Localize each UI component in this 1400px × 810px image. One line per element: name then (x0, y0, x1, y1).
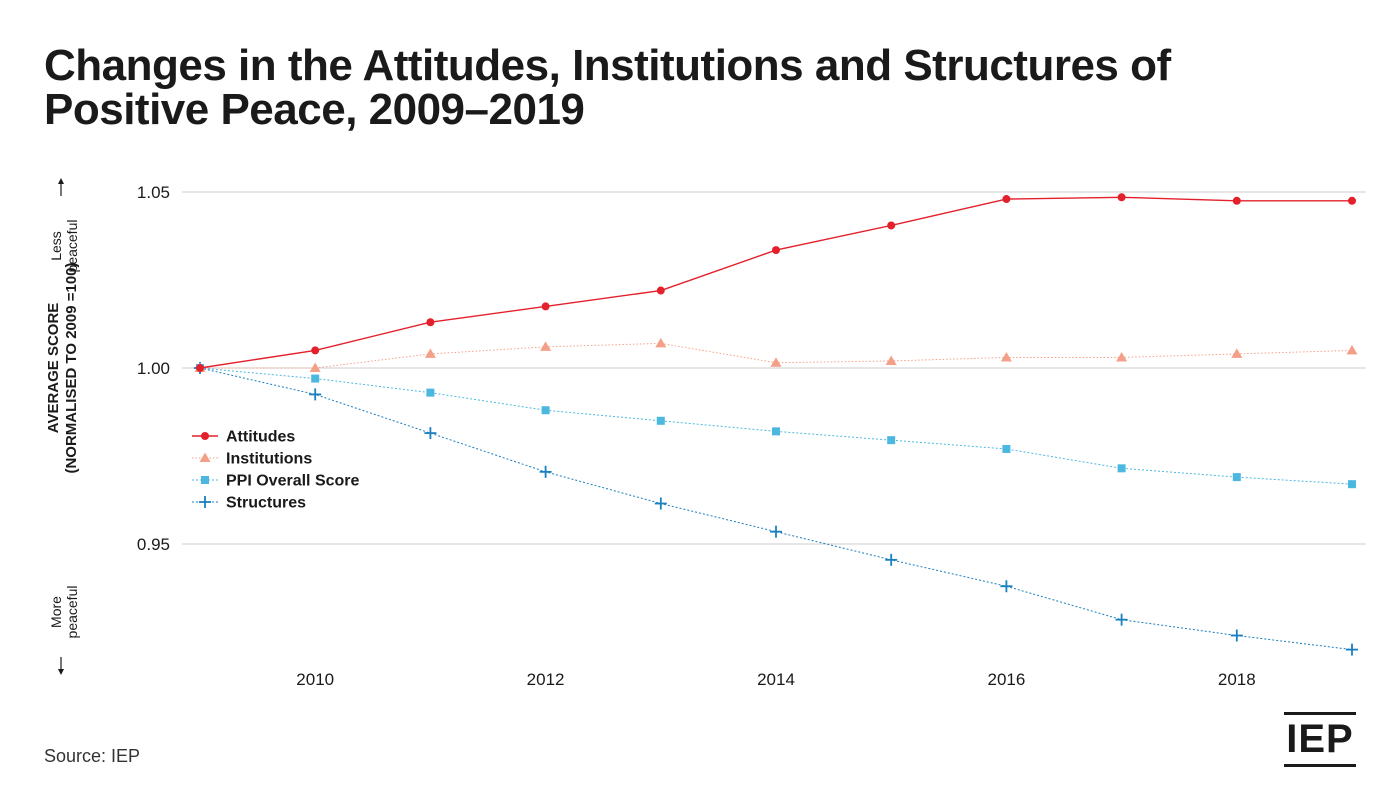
data-point-attitudes (311, 346, 320, 355)
data-point-attitudes (656, 286, 665, 295)
data-point-structures (770, 525, 782, 538)
source-note: Source: IEP (44, 746, 141, 766)
data-point-institutions (770, 357, 782, 367)
up-arrowhead-icon (58, 178, 64, 184)
data-point-institutions (1231, 348, 1243, 358)
data-point-institutions (424, 348, 436, 358)
logo-text: IEP (1286, 717, 1354, 761)
x-tick-label: 2016 (987, 670, 1025, 689)
data-point-structures (885, 553, 898, 566)
data-point-institutions (309, 362, 321, 372)
data-point-ppi-overall-score (772, 427, 780, 436)
data-point-institutions (885, 355, 897, 365)
series-ppi-overall-score (196, 364, 1356, 489)
data-point-ppi-overall-score (656, 416, 665, 425)
data-point-institutions (1116, 351, 1128, 362)
iep-logo: IEP (1284, 712, 1356, 768)
x-tick-label: 2010 (296, 670, 334, 689)
legend-item-structures: Structures (192, 495, 306, 512)
y-axis-label-line-1: AVERAGE SCORE (45, 303, 62, 434)
data-point-institutions (1346, 344, 1358, 355)
logo-bottom-rule (1284, 764, 1356, 767)
data-point-ppi-overall-score (1232, 473, 1241, 482)
series-attitudes (196, 193, 1356, 372)
series-lines (194, 193, 1358, 656)
less-peaceful-word-1: Less (48, 231, 64, 261)
legend-marker-attitudes (201, 432, 209, 440)
data-point-ppi-overall-score (541, 406, 550, 415)
x-tick-label: 2012 (527, 670, 565, 689)
series-line-structures (199, 367, 1353, 651)
data-point-ppi-overall-score (1348, 480, 1356, 489)
data-point-institutions (1000, 351, 1012, 362)
data-point-structures (1346, 643, 1358, 656)
legend-item-institutions: Institutions (192, 451, 312, 468)
series-structures (194, 362, 1358, 656)
y-tick-label: 1.05 (137, 183, 170, 202)
down-arrowhead-icon (58, 669, 64, 675)
series-institutions (194, 337, 1358, 372)
y-tick-label: 1.00 (137, 359, 170, 378)
less-peaceful-word-2: peaceful (64, 220, 80, 273)
legend-label-ppi-overall-score: PPI Overall Score (226, 473, 360, 490)
data-point-structures (654, 497, 667, 510)
data-point-institutions (540, 341, 552, 351)
legend-label-structures: Structures (226, 495, 306, 512)
x-tick-label: 2014 (757, 670, 795, 689)
data-point-attitudes (887, 221, 896, 230)
data-point-attitudes (772, 246, 780, 255)
more-peaceful-note: More peaceful (48, 586, 80, 675)
data-point-structures (539, 465, 552, 478)
more-peaceful-word-2: peaceful (64, 586, 80, 639)
y-axis-label-line-2: (NORMALISED TO 2009 =100) (63, 262, 80, 473)
legend: Attitudes Institutions PPI Overall Score St… (192, 429, 360, 512)
data-point-attitudes (1348, 196, 1356, 205)
legend-marker-structures (199, 496, 211, 508)
data-point-ppi-overall-score (1117, 464, 1126, 473)
title-line-2: Positive Peace, 2009–2019 (44, 85, 585, 134)
data-point-attitudes (426, 318, 435, 327)
legend-label-institutions: Institutions (226, 451, 312, 468)
legend-item-ppi-overall-score: PPI Overall Score (192, 473, 360, 490)
less-peaceful-note: Less peaceful (48, 178, 80, 272)
more-peaceful-word-1: More (48, 596, 64, 628)
data-point-ppi-overall-score (1002, 444, 1011, 453)
data-point-ppi-overall-score (426, 388, 435, 397)
x-axis-ticks: 2010 2012 2014 2016 2018 (296, 670, 1255, 689)
y-axis-ticks: 0.95 1.00 1.05 (137, 183, 170, 554)
legend-marker-ppi-overall-score (201, 476, 209, 484)
data-point-attitudes (1117, 193, 1126, 202)
logo-top-rule (1284, 712, 1356, 715)
data-point-structures (1230, 629, 1243, 642)
series-line-ppi-overall-score (199, 367, 1353, 485)
data-point-attitudes (1232, 196, 1241, 205)
data-point-ppi-overall-score (887, 436, 896, 445)
data-point-structures (1115, 613, 1128, 626)
title-line-1: Changes in the Attitudes, Institutions a… (44, 41, 1171, 90)
data-point-ppi-overall-score (311, 374, 320, 383)
data-point-institutions (655, 337, 667, 348)
data-point-attitudes (541, 302, 550, 311)
y-tick-label: 0.95 (137, 535, 170, 554)
series-line-attitudes (199, 196, 1352, 369)
data-point-attitudes (1002, 195, 1011, 204)
legend-label-attitudes: Attitudes (226, 429, 295, 446)
data-point-attitudes (196, 364, 204, 372)
x-tick-label: 2018 (1218, 670, 1256, 689)
gridlines (182, 191, 1366, 545)
legend-marker-institutions (199, 452, 211, 462)
legend-item-attitudes: Attitudes (192, 429, 295, 446)
chart-title: Changes in the Attitudes, Institutions a… (44, 44, 1364, 132)
data-point-structures (1000, 580, 1013, 593)
data-point-structures (424, 427, 437, 440)
data-point-structures (309, 388, 322, 401)
